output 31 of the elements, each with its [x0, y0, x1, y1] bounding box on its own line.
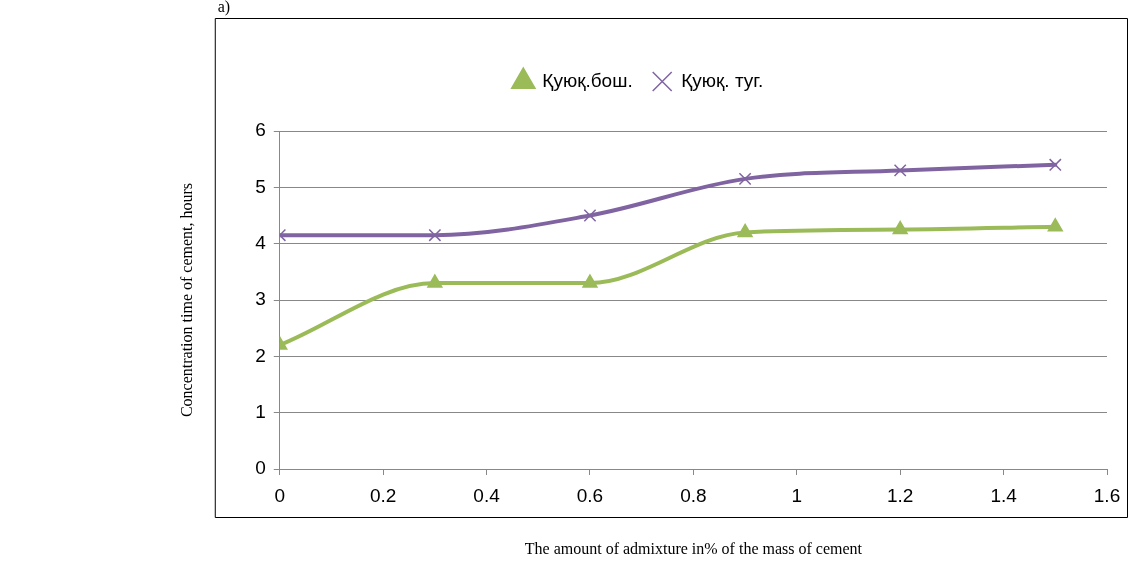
y-tick-label: 2	[255, 344, 266, 366]
point	[582, 274, 598, 288]
y-tick-label: 0	[255, 457, 266, 479]
point	[738, 172, 752, 186]
x-tick-label: 0.2	[369, 484, 397, 506]
point	[1047, 218, 1063, 232]
y-tick-label: 3	[255, 288, 266, 310]
x-tick-label: 0.6	[576, 484, 604, 506]
y-tick-label: 5	[255, 175, 266, 197]
x-tick-label: 1.6	[1093, 484, 1121, 506]
x-tick-label: 1	[791, 484, 803, 506]
point	[893, 164, 907, 177]
x-tick-label: 0.8	[680, 484, 707, 506]
x-tick-label: 1.4	[990, 484, 1018, 506]
y-tick-label: 1	[255, 400, 266, 422]
chart-title: a)	[217, 0, 231, 17]
x-axis-title: The amount of admixture in% of the mass of cement	[524, 539, 863, 557]
point	[892, 220, 908, 235]
y-axis-title: Concentration time of cement, hours	[177, 182, 195, 418]
x-tick-label: 0.4	[473, 484, 501, 506]
point	[1048, 158, 1062, 172]
y-tick-label: 4	[255, 231, 267, 253]
point	[583, 209, 597, 222]
x-tick-label: 0	[274, 484, 286, 506]
point	[427, 274, 443, 288]
y-tick-label: 6	[255, 119, 266, 141]
legend-label: Қуюқ.бош.	[542, 69, 633, 91]
point	[737, 223, 753, 238]
legend-label: Қуюқ. туг.	[681, 69, 764, 91]
x-tick-label: 1.2	[886, 484, 914, 506]
point	[428, 228, 442, 242]
